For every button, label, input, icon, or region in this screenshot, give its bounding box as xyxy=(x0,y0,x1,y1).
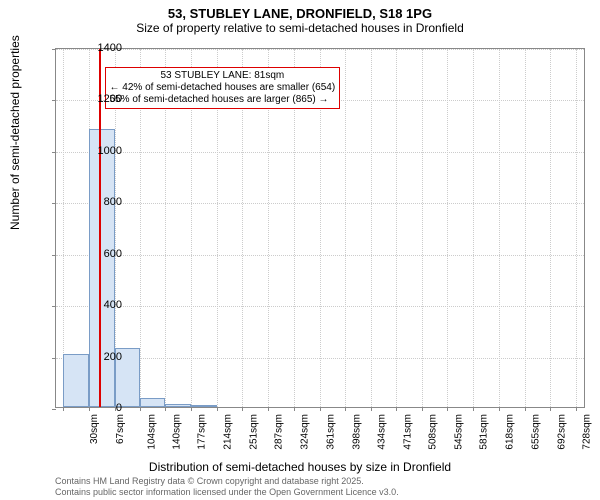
gridline-v xyxy=(525,49,526,407)
xtick-label: 692sqm xyxy=(556,414,567,450)
ytick-label: 0 xyxy=(72,402,122,414)
xtick-label: 545sqm xyxy=(454,414,465,450)
xtick-label: 471sqm xyxy=(402,414,413,450)
xtick-label: 508sqm xyxy=(428,414,439,450)
xtick-mark xyxy=(447,407,448,411)
xtick-label: 177sqm xyxy=(197,414,208,450)
xtick-label: 655sqm xyxy=(530,414,541,450)
xtick-mark xyxy=(242,407,243,411)
xtick-mark xyxy=(63,407,64,411)
gridline-v xyxy=(499,49,500,407)
ytick-mark xyxy=(52,203,56,204)
xtick-label: 618sqm xyxy=(505,414,516,450)
xtick-mark xyxy=(550,407,551,411)
gridline-v xyxy=(422,49,423,407)
xtick-mark xyxy=(371,407,372,411)
y-axis-label: Number of semi-detached properties xyxy=(8,35,22,230)
footer-credits: Contains HM Land Registry data © Crown c… xyxy=(55,476,399,498)
gridline-v xyxy=(345,49,346,407)
chart-subtitle: Size of property relative to semi-detach… xyxy=(0,21,600,39)
xtick-mark xyxy=(396,407,397,411)
footer-line-2: Contains public sector information licen… xyxy=(55,487,399,498)
xtick-mark xyxy=(140,407,141,411)
ytick-label: 600 xyxy=(72,248,122,260)
ytick-label: 1400 xyxy=(72,42,122,54)
ytick-label: 400 xyxy=(72,299,122,311)
xtick-label: 398sqm xyxy=(351,414,362,450)
xtick-mark xyxy=(165,407,166,411)
xtick-mark xyxy=(473,407,474,411)
gridline-v xyxy=(63,49,64,407)
ytick-mark xyxy=(52,409,56,410)
xtick-label: 581sqm xyxy=(479,414,490,450)
annotation-line-3: 55% of semi-detached houses are larger (… xyxy=(110,94,336,106)
xtick-label: 287sqm xyxy=(274,414,285,450)
ytick-label: 800 xyxy=(72,196,122,208)
chart-area: 53 STUBLEY LANE: 81sqm← 42% of semi-deta… xyxy=(55,48,585,408)
ytick-mark xyxy=(52,100,56,101)
ytick-mark xyxy=(52,49,56,50)
ytick-mark xyxy=(52,358,56,359)
xtick-label: 104sqm xyxy=(146,414,157,450)
xtick-mark xyxy=(345,407,346,411)
gridline-v xyxy=(371,49,372,407)
xtick-mark xyxy=(499,407,500,411)
histogram-bar xyxy=(140,398,166,407)
chart-title: 53, STUBLEY LANE, DRONFIELD, S18 1PG xyxy=(0,0,600,21)
annotation-line-2: ← 42% of semi-detached houses are smalle… xyxy=(110,82,336,94)
xtick-label: 214sqm xyxy=(223,414,234,450)
xtick-mark xyxy=(320,407,321,411)
xtick-mark xyxy=(191,407,192,411)
xtick-mark xyxy=(576,407,577,411)
gridline-v xyxy=(576,49,577,407)
xtick-mark xyxy=(217,407,218,411)
xtick-mark xyxy=(525,407,526,411)
ytick-label: 1000 xyxy=(72,145,122,157)
annotation-line-1: 53 STUBLEY LANE: 81sqm xyxy=(110,70,336,82)
xtick-label: 67sqm xyxy=(115,414,126,444)
gridline-v xyxy=(550,49,551,407)
gridline-v xyxy=(396,49,397,407)
xtick-label: 30sqm xyxy=(89,414,100,444)
xtick-label: 251sqm xyxy=(249,414,260,450)
annotation-box: 53 STUBLEY LANE: 81sqm← 42% of semi-deta… xyxy=(105,67,341,109)
histogram-bar xyxy=(191,405,217,407)
ytick-mark xyxy=(52,255,56,256)
xtick-label: 728sqm xyxy=(581,414,592,450)
xtick-mark xyxy=(268,407,269,411)
xtick-label: 434sqm xyxy=(376,414,387,450)
histogram-bar xyxy=(89,129,115,407)
xtick-label: 140sqm xyxy=(171,414,182,450)
gridline-v xyxy=(447,49,448,407)
xtick-label: 324sqm xyxy=(300,414,311,450)
ytick-mark xyxy=(52,152,56,153)
xtick-label: 361sqm xyxy=(325,414,336,450)
x-axis-label: Distribution of semi-detached houses by … xyxy=(0,460,600,474)
xtick-mark xyxy=(422,407,423,411)
footer-line-1: Contains HM Land Registry data © Crown c… xyxy=(55,476,399,487)
ytick-mark xyxy=(52,306,56,307)
xtick-mark xyxy=(294,407,295,411)
histogram-bar xyxy=(165,404,191,407)
ytick-label: 1200 xyxy=(72,93,122,105)
plot-region: 53 STUBLEY LANE: 81sqm← 42% of semi-deta… xyxy=(55,48,585,408)
ytick-label: 200 xyxy=(72,351,122,363)
gridline-v xyxy=(473,49,474,407)
